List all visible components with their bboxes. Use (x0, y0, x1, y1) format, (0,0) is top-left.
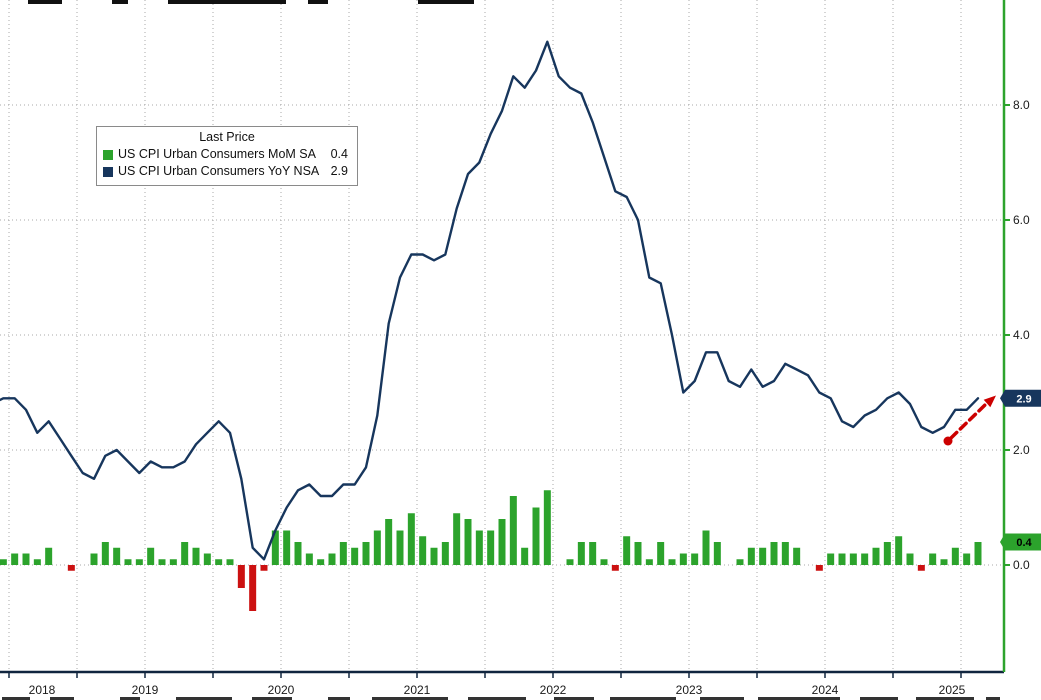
svg-text:0.4: 0.4 (1016, 537, 1032, 549)
svg-text:2024: 2024 (812, 683, 839, 697)
cropped-text-fragments (2, 0, 1000, 700)
svg-text:2.0: 2.0 (1013, 443, 1030, 457)
svg-text:2020: 2020 (268, 683, 295, 697)
svg-text:6.0: 6.0 (1013, 213, 1030, 227)
legend-value-mom: 0.4 (330, 147, 348, 161)
svg-text:2023: 2023 (676, 683, 703, 697)
svg-text:8.0: 8.0 (1013, 98, 1030, 112)
yoy-series-swatch-icon (103, 166, 113, 177)
legend-item-yoy: US CPI Urban Consumers YoY NSA 2.9 (103, 163, 351, 180)
y-axis: 8.0 6.0 4.0 2.0 0.0 (1002, 0, 1030, 672)
legend: Last Price US CPI Urban Consumers MoM SA… (96, 126, 358, 186)
yoy-line (0, 40, 980, 561)
x-axis: 2018 2019 2020 2021 2022 2023 2024 2025 (0, 670, 1004, 697)
svg-text:2025: 2025 (939, 683, 966, 697)
svg-text:4.0: 4.0 (1013, 328, 1030, 342)
last-price-badges: 2.9 0.4 (1000, 389, 1041, 551)
legend-label-yoy: US CPI Urban Consumers YoY NSA (118, 164, 320, 178)
gridlines (0, 0, 1004, 672)
mom-series-swatch-icon (103, 149, 113, 160)
svg-text:2018: 2018 (29, 683, 56, 697)
legend-title: Last Price (199, 130, 255, 144)
trend-arrow-annotation (943, 395, 996, 446)
legend-label-mom: US CPI Urban Consumers MoM SA (118, 147, 316, 161)
svg-text:2022: 2022 (540, 683, 567, 697)
svg-text:2.9: 2.9 (1016, 393, 1031, 405)
svg-text:2021: 2021 (404, 683, 431, 697)
legend-item-mom: US CPI Urban Consumers MoM SA 0.4 (103, 146, 351, 163)
svg-text:0.0: 0.0 (1013, 558, 1030, 572)
mom-bars (0, 490, 982, 611)
svg-text:2019: 2019 (132, 683, 159, 697)
legend-value-yoy: 2.9 (330, 164, 348, 178)
